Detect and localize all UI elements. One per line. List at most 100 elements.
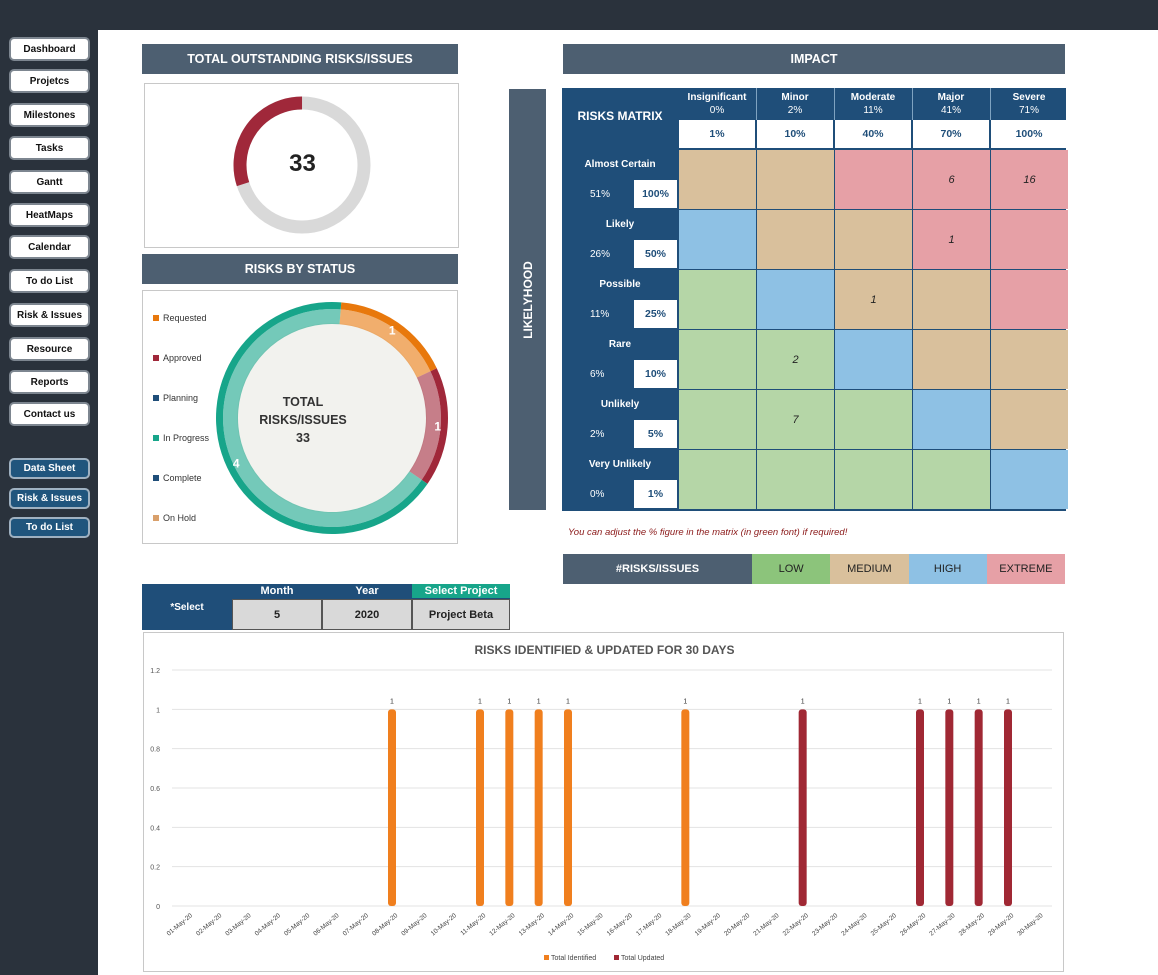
x-tick-label: 07-May-20 bbox=[342, 912, 371, 938]
impact-col-value[interactable]: 100% bbox=[991, 120, 1067, 148]
matrix-cell bbox=[991, 450, 1068, 509]
legend-swatch bbox=[153, 475, 159, 481]
outstanding-panel: 33 bbox=[144, 83, 459, 248]
nav-projetcs-button[interactable]: Projetcs bbox=[9, 69, 90, 93]
bar-total-identified bbox=[388, 709, 396, 906]
impact-col-major: Major 41% bbox=[912, 91, 990, 117]
bar-total-updated bbox=[1004, 709, 1012, 906]
matrix-cell bbox=[913, 270, 990, 329]
matrix-cell bbox=[757, 150, 834, 209]
impact-col-value[interactable]: 1% bbox=[679, 120, 755, 148]
x-tick-label: 09-May-20 bbox=[400, 912, 429, 938]
legend-level-extreme: EXTREME bbox=[986, 554, 1065, 584]
likelihood-row-pct: 0% bbox=[590, 489, 605, 500]
x-tick-label: 06-May-20 bbox=[312, 912, 341, 938]
bar-value-label: 1 bbox=[566, 698, 570, 705]
bar-total-identified bbox=[681, 709, 690, 906]
column-divider bbox=[756, 88, 757, 120]
likelihood-row-likely: Likely bbox=[605, 219, 635, 230]
matrix-cell bbox=[913, 450, 990, 509]
likelihood-row-value[interactable]: 50% bbox=[634, 240, 677, 268]
likelihood-row-value[interactable]: 100% bbox=[634, 180, 677, 208]
legend-label: Planning bbox=[163, 393, 199, 403]
legend-swatch bbox=[153, 395, 159, 401]
nav-heatmaps-button[interactable]: HeatMaps bbox=[9, 203, 90, 227]
nav-reports-button[interactable]: Reports bbox=[9, 370, 90, 394]
status-center-line2: RISKS/ISSUES bbox=[259, 413, 347, 427]
status-segment-requested bbox=[340, 302, 437, 372]
matrix-cell bbox=[835, 210, 912, 269]
nav-contact-us-button[interactable]: Contact us bbox=[9, 402, 90, 426]
likelihood-row-value[interactable]: 5% bbox=[634, 420, 677, 448]
nav-resource-button[interactable]: Resource bbox=[9, 337, 90, 361]
month-label: Month bbox=[260, 585, 294, 597]
chart-title: RISKS IDENTIFIED & UPDATED FOR 30 DAYS bbox=[474, 643, 735, 657]
x-tick-label: 30-May-20 bbox=[1016, 912, 1045, 938]
x-tick-label: 13-May-20 bbox=[518, 912, 547, 938]
matrix-cell bbox=[991, 210, 1068, 269]
nav-to-do-list-button[interactable]: To do List bbox=[9, 269, 90, 293]
year-field[interactable]: 2020 bbox=[322, 599, 412, 630]
impact-col-pct: 71% bbox=[1018, 105, 1039, 116]
likelihood-row-value[interactable]: 10% bbox=[634, 360, 677, 388]
nav-calendar-button[interactable]: Calendar bbox=[9, 235, 90, 259]
status-legend-on-hold: On Hold bbox=[153, 513, 196, 523]
nav-gantt-button[interactable]: Gantt bbox=[9, 170, 90, 194]
x-tick-label: 26-May-20 bbox=[899, 912, 928, 938]
matrix-cell bbox=[757, 450, 834, 509]
impact-col-moderate: Moderate 11% bbox=[834, 91, 912, 117]
status-legend-planning: Planning bbox=[153, 393, 198, 403]
bar-total-identified bbox=[534, 709, 543, 906]
x-tick-label: 05-May-20 bbox=[283, 912, 312, 938]
x-tick-label: 10-May-20 bbox=[430, 912, 459, 938]
matrix-cell: 6 bbox=[913, 150, 990, 209]
nav-data-sheet-blue-button[interactable]: Data Sheet bbox=[9, 458, 90, 479]
nav-risk-issues-blue-button[interactable]: Risk & Issues bbox=[9, 488, 90, 509]
bar-value-label: 1 bbox=[977, 698, 981, 705]
likelihood-row-pct: 51% bbox=[590, 189, 611, 200]
month-field[interactable]: 5 bbox=[232, 599, 322, 630]
impact-col-name: Major bbox=[937, 92, 965, 103]
likelihood-row-value[interactable]: 1% bbox=[634, 480, 677, 508]
nav-risk-issues-button[interactable]: Risk & Issues bbox=[9, 303, 90, 327]
matrix-cell bbox=[679, 330, 756, 389]
status-segment-label: 4 bbox=[233, 456, 240, 470]
impact-col-value[interactable]: 10% bbox=[757, 120, 833, 148]
nav-dashboard-button[interactable]: Dashboard bbox=[9, 37, 90, 61]
x-tick-label: 22-May-20 bbox=[782, 912, 811, 938]
matrix-cell bbox=[835, 450, 912, 509]
outstanding-total: 33 bbox=[289, 150, 316, 177]
bar-value-label: 1 bbox=[537, 698, 541, 705]
y-tick-label: 0.2 bbox=[150, 865, 160, 872]
impact-col-pct: 41% bbox=[940, 105, 961, 116]
year-label: Year bbox=[355, 585, 379, 597]
bar-total-updated bbox=[974, 709, 983, 906]
project-field[interactable]: Project Beta bbox=[412, 599, 510, 630]
impact-col-value[interactable]: 40% bbox=[835, 120, 911, 148]
legend-label: In Progress bbox=[163, 433, 210, 443]
nav-to-do-list-blue-button[interactable]: To do List bbox=[9, 517, 90, 538]
matrix-cell bbox=[913, 390, 990, 449]
impact-col-value[interactable]: 70% bbox=[913, 120, 989, 148]
legend-swatch bbox=[153, 315, 159, 321]
nav-milestones-button[interactable]: Milestones bbox=[9, 103, 90, 127]
matrix-cell bbox=[757, 210, 834, 269]
risk-level-legend: #RISKS/ISSUES LOW MEDIUM HIGH EXTREME bbox=[563, 554, 1065, 584]
y-tick-label: 0 bbox=[156, 904, 160, 911]
nav-tasks-button[interactable]: Tasks bbox=[9, 136, 90, 160]
status-segment-label: 1 bbox=[389, 324, 396, 338]
impact-col-insignificant: Insignificant 0% bbox=[678, 91, 756, 117]
project-label: Select Project bbox=[412, 584, 510, 598]
status-segment-approved bbox=[421, 368, 448, 484]
bar-total-updated bbox=[916, 709, 924, 906]
risk-bar-chart: 0 0.2 0.4 0.6 0.8 1 1.2 01-May-20 02-May-20 03-Ma… bbox=[150, 668, 1052, 962]
likelihood-row-pct: 26% bbox=[590, 249, 611, 260]
risk-chart-panel: RISKS IDENTIFIED & UPDATED FOR 30 DAYS 0… bbox=[143, 632, 1064, 972]
matrix-cell bbox=[679, 450, 756, 509]
matrix-cell: 1 bbox=[913, 210, 990, 269]
matrix-cell bbox=[991, 270, 1068, 329]
status-center-line1: TOTAL bbox=[282, 395, 324, 409]
likelihood-row-value[interactable]: 25% bbox=[634, 300, 677, 328]
x-tick-label: 17-May-20 bbox=[635, 912, 664, 938]
status-title: RISKS BY STATUS bbox=[142, 254, 458, 284]
